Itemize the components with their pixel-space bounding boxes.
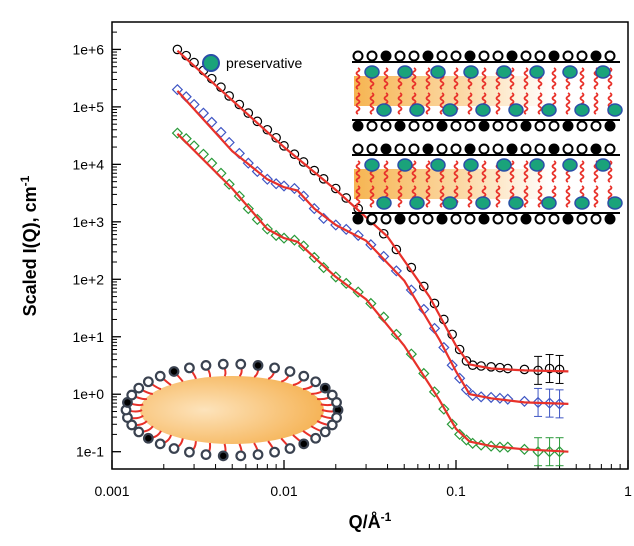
error-bar (534, 438, 542, 466)
fit-line (177, 91, 568, 404)
y-tick-label: 1e+6 (72, 41, 104, 57)
error-bar (546, 355, 554, 383)
y-tick-label: 1e+0 (72, 386, 104, 402)
bilayer-illustration-top (352, 52, 622, 131)
y-axis-title: Scaled I(Q), cm-1 (18, 175, 40, 316)
x-tick-label: 0.01 (270, 483, 297, 499)
x-tick-label: 1 (624, 483, 632, 499)
vesicle-illustration (122, 360, 343, 460)
data-point (207, 158, 217, 168)
x-tick-label: 0.1 (446, 483, 466, 499)
y-tick-label: 1e+4 (72, 156, 104, 172)
y-tick-label: 1e+5 (72, 99, 104, 115)
x-tick-label: 0.001 (94, 483, 129, 499)
y-tick-label: 1e+1 (72, 329, 104, 345)
data-point (496, 363, 504, 371)
legend: preservative (203, 55, 302, 71)
y-tick-label: 1e-1 (76, 444, 104, 460)
x-axis-title: Q/Å-1 (349, 510, 392, 532)
y-tick-label: 1e+2 (72, 271, 104, 287)
error-bar (556, 355, 564, 383)
bilayer-illustration-bottom (352, 145, 622, 224)
legend-label: preservative (226, 55, 302, 71)
preservative-legend-icon (203, 55, 219, 71)
y-tick-label: 1e+3 (72, 214, 104, 230)
data-point (173, 85, 183, 95)
series-1 (173, 85, 569, 418)
